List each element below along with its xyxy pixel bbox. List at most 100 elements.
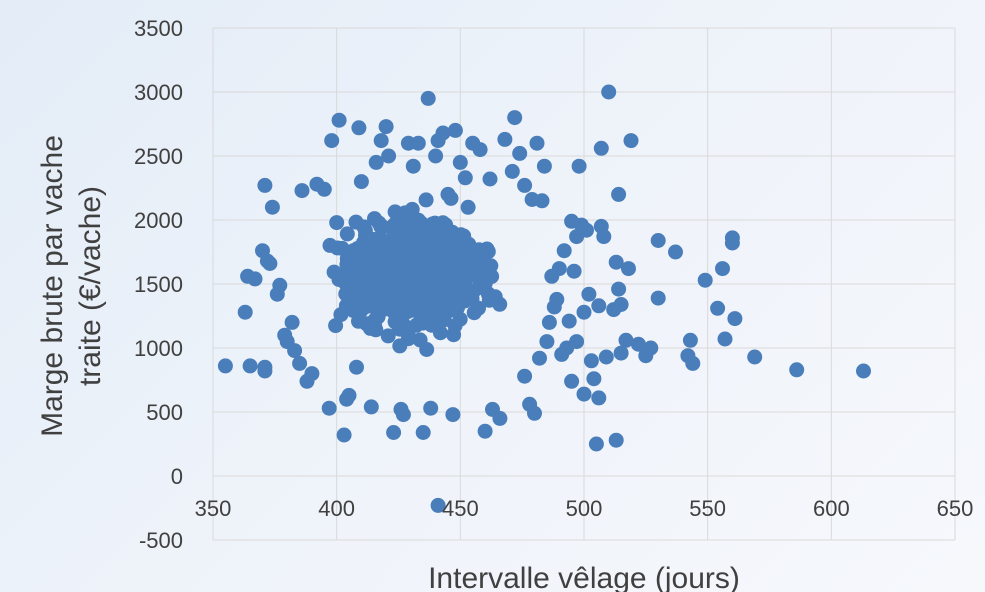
data-point [717,331,733,347]
data-point [601,84,617,100]
data-point [650,290,666,306]
data-point [373,133,389,149]
x-tick-label: 500 [566,496,603,521]
data-point [386,425,402,440]
data-point [571,158,587,174]
data-point [415,248,431,264]
x-tick-label: 650 [937,496,974,521]
data-point [363,399,379,415]
data-point [435,125,451,141]
data-point [446,327,462,343]
data-point [377,251,393,267]
x-tick-label: 400 [318,496,355,521]
data-point [430,313,446,329]
data-point [329,215,345,231]
data-point [512,145,528,161]
data-point [353,174,369,190]
data-point [685,355,701,371]
gridlines [212,27,956,541]
data-point [618,332,634,348]
y-tick-label: 3000 [134,80,183,105]
data-point [373,219,389,235]
data-point [392,338,408,354]
data-point [405,158,421,174]
data-point [425,258,441,274]
data-point [539,334,555,350]
data-point [517,177,533,193]
data-point [413,215,429,231]
data-point [419,342,435,357]
data-point [621,261,636,277]
y-axis-title: Marge brute par vache traite (€/vache) [36,135,107,437]
data-point [468,267,484,283]
data-point [341,387,357,403]
data-point [650,233,666,248]
data-point [534,193,550,209]
data-point [247,271,263,287]
y-tick-label: -500 [139,528,183,553]
data-point [715,261,730,277]
data-point [397,205,413,221]
data-point [551,261,567,277]
data-point [364,240,380,256]
data-point [564,373,580,389]
data-point [466,305,482,321]
data-point [415,425,431,440]
data-point [452,154,468,170]
data-point [630,336,646,352]
data-point [404,255,420,271]
data-point [348,242,364,258]
data-point [747,349,763,365]
data-point [294,183,310,199]
data-point [328,318,344,334]
data-point [418,192,434,208]
data-point [477,423,493,439]
data-point [682,332,698,348]
data-point [482,171,498,187]
data-point [517,368,533,384]
data-point [292,355,308,371]
data-point [353,303,369,319]
y-tick-label: 500 [146,400,183,425]
data-point [697,272,713,288]
data-point [336,427,352,443]
data-point [447,122,463,138]
data-point [492,410,508,426]
data-point [586,371,602,387]
data-point [611,281,627,297]
data-point [420,90,436,106]
data-point [381,148,397,164]
data-point [710,300,726,316]
data-point [257,177,273,193]
data-point [591,298,607,314]
data-point [536,158,552,174]
data-point [623,133,639,149]
data-point [455,280,471,296]
data-point [440,186,456,202]
y-tick-label: 1500 [134,272,183,297]
data-point [321,400,337,416]
data-point [497,131,513,147]
data-point [421,302,437,318]
data-point [423,400,439,416]
data-point [410,135,426,151]
y-tick-label: 0 [171,464,183,489]
data-point [789,362,805,378]
data-point [484,268,500,284]
data-point [579,222,594,238]
data-point [438,270,454,286]
data-point [284,314,300,330]
data-point [613,297,629,312]
data-point [373,273,389,289]
data-point [316,181,332,197]
data-point [556,243,572,259]
data-point [257,363,273,379]
points [217,84,871,513]
data-point [386,264,402,280]
data-point [588,436,604,452]
data-point [460,199,476,215]
data-point [436,239,452,255]
data-point [643,340,659,356]
data-point [445,407,461,423]
data-point [331,112,347,128]
